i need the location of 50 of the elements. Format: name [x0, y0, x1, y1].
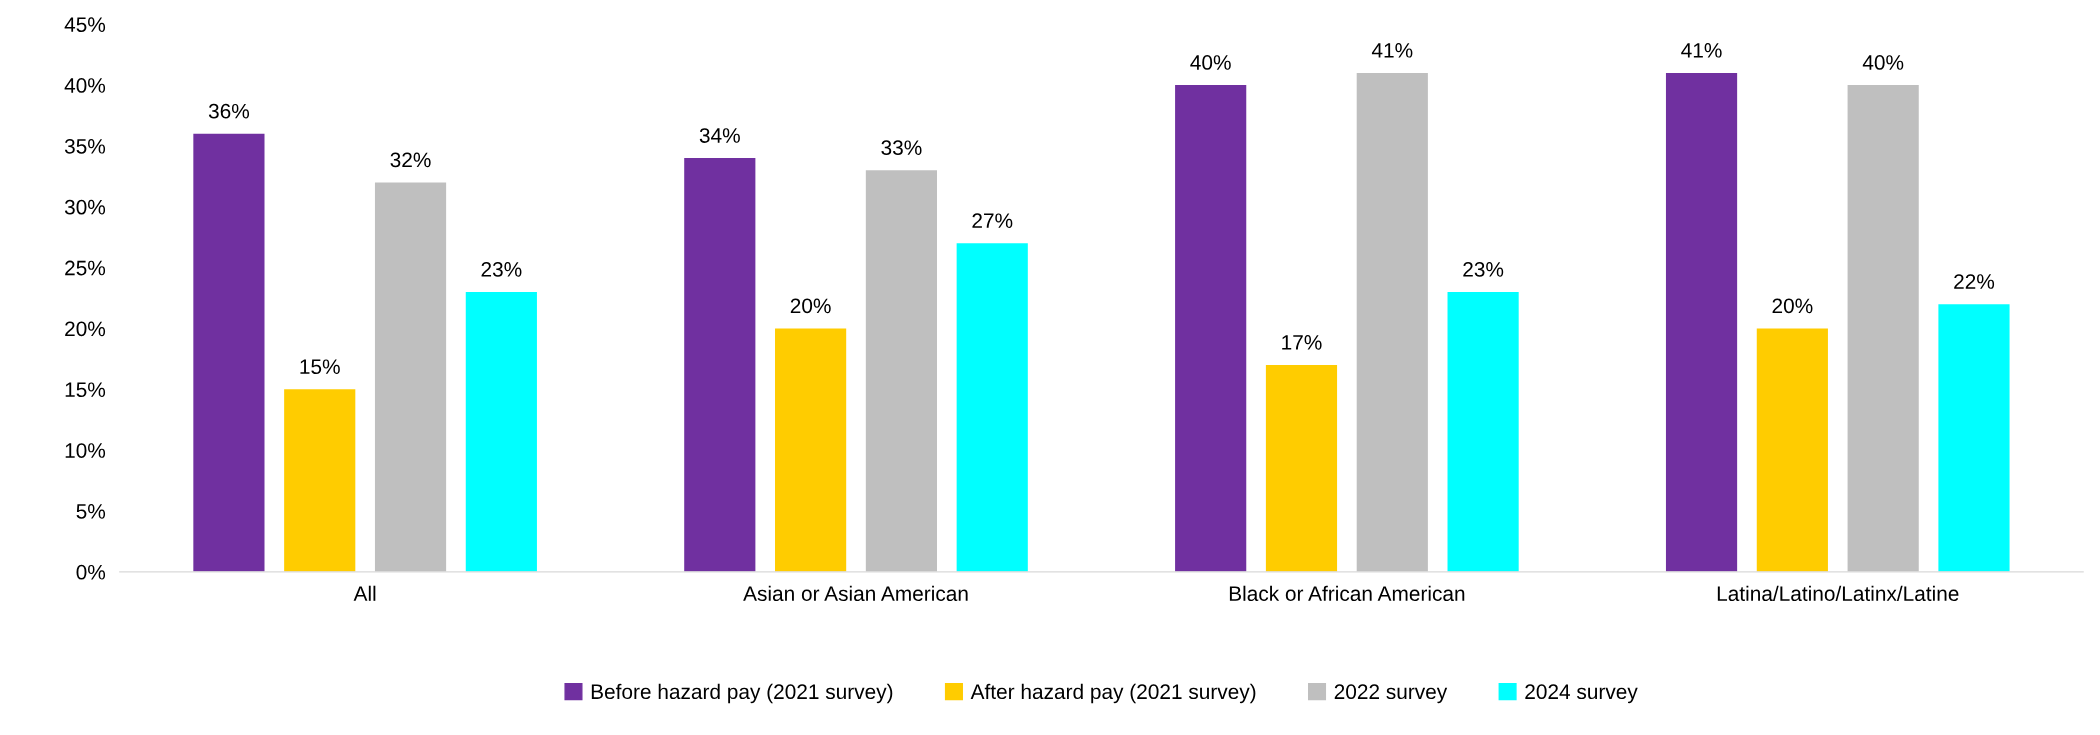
data-label: 27% [972, 213, 1013, 228]
bar [956, 243, 1028, 572]
bar [684, 158, 756, 572]
bar [865, 170, 938, 572]
bar [1665, 72, 1738, 572]
data-label: 20% [790, 298, 831, 314]
data-label: 15% [300, 359, 340, 375]
bar [1356, 72, 1428, 572]
y-tick-label: 0% [76, 564, 106, 580]
y-tick-label: 35% [64, 138, 106, 154]
data-label: 41% [1371, 43, 1413, 58]
data-label: 34% [699, 128, 740, 143]
y-tick-label: 10% [65, 443, 106, 458]
data-label: 22% [1954, 274, 1995, 289]
data-label: 23% [481, 261, 522, 277]
y-tick-label: 40% [64, 78, 106, 93]
data-label: 40% [1190, 55, 1231, 70]
bar [284, 389, 356, 572]
legend-label: After hazard pay (2021 survey) [970, 683, 1256, 704]
legend-label: Before hazard pay (2021 survey) [591, 683, 893, 704]
bar [1265, 364, 1338, 572]
legend-label: 2024 survey [1525, 684, 1638, 704]
legend-label: 2022 survey [1334, 684, 1448, 704]
data-label: 36% [208, 103, 250, 119]
x-tick-label: Latina/Latino/Latinx/Latine [1717, 585, 1959, 602]
bar [775, 328, 847, 572]
bar [1938, 304, 2010, 572]
data-label: 20% [1772, 298, 1813, 314]
y-tick-label: 5% [76, 504, 106, 519]
data-label: 17% [1282, 335, 1322, 350]
bar [465, 291, 537, 572]
x-tick-label: All [353, 585, 376, 601]
x-tick-label: Asian or Asian American [743, 585, 968, 602]
data-label: 23% [1463, 261, 1504, 277]
y-tick-label: 20% [65, 321, 106, 337]
y-tick-label: 15% [65, 382, 106, 398]
x-tick-label: Black or African American [1229, 585, 1465, 602]
data-label: 40% [1862, 55, 1904, 70]
data-label: 32% [390, 152, 431, 168]
y-tick-label: 45% [64, 17, 106, 33]
bar [1756, 328, 1828, 572]
y-tick-label: 30% [64, 199, 106, 215]
data-label: 33% [881, 140, 922, 156]
bar [1447, 291, 1519, 572]
bar [374, 182, 447, 572]
data-label: 41% [1681, 43, 1722, 58]
bar [1847, 85, 1919, 572]
y-tick-label: 25% [65, 260, 106, 276]
bar [193, 133, 265, 572]
bar [1175, 85, 1247, 572]
